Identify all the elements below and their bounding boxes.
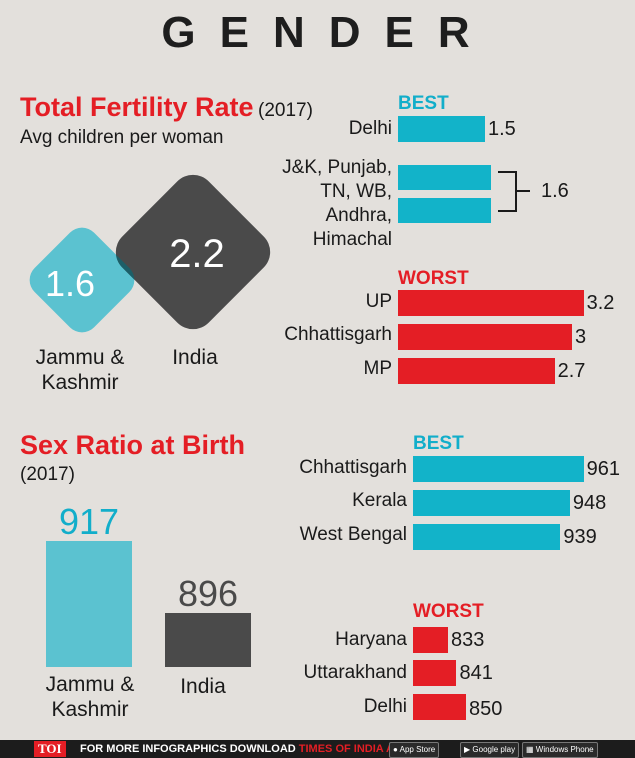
tfr-label-group-3: Andhra, — [325, 205, 392, 226]
tfr-value-group: 1.6 — [541, 180, 569, 202]
tfr-bar-up — [398, 290, 584, 316]
tfr-label-up: UP — [365, 291, 392, 312]
srb-value-delhi: 850 — [469, 698, 503, 720]
srb-label-haryana: Haryana — [335, 629, 407, 650]
tfr-value-mp: 2.7 — [557, 360, 586, 382]
google-play-badge[interactable]: ▶ Google play — [460, 742, 520, 758]
apple-icon: ● — [393, 745, 398, 754]
srb-bar-west-bengal — [413, 524, 561, 550]
srb-bar-kerala — [413, 490, 570, 516]
srb-worst-label: WORST — [413, 601, 484, 622]
tfr-label-chhattisgarh: Chhattisgarh — [284, 324, 392, 345]
srb-bar-haryana — [413, 627, 448, 653]
tfr-value-delhi: 1.5 — [488, 118, 516, 140]
srb-value-haryana: 833 — [450, 629, 485, 651]
srb-label-delhi: Delhi — [363, 696, 407, 717]
tfr-jk-label: Jammu & Kashmir — [20, 345, 140, 395]
srb-india-bar — [165, 612, 251, 667]
srb-year: (2017) — [20, 464, 75, 485]
tfr-bracket — [498, 171, 530, 212]
tfr-heading: Total Fertility Rate (2017) — [20, 92, 313, 123]
srb-jk-label-line1: Jammu & — [45, 673, 135, 696]
tfr-worst-label: WORST — [398, 268, 469, 289]
tfr-label-group-2: TN, WB, — [320, 181, 392, 202]
tfr-bar-delhi — [398, 116, 485, 142]
tfr-india-value: 2.2 — [169, 232, 225, 276]
tfr-label-delhi: Delhi — [348, 118, 392, 139]
srb-jk-label: Jammu & Kashmir — [30, 672, 150, 722]
srb-value-chhattisgarh: 961 — [586, 458, 621, 480]
tfr-jk-value: 1.6 — [45, 263, 95, 304]
srb-value-uttarakhand: 841 — [459, 662, 493, 684]
toi-logo[interactable]: TOI — [34, 741, 66, 757]
srb-best-label: BEST — [413, 433, 464, 454]
app-store-badge[interactable]: ● App Store — [389, 742, 440, 758]
tfr-label-mp: MP — [363, 358, 393, 379]
tfr-bar-group-b — [398, 198, 491, 223]
srb-label-kerala: Kerala — [352, 490, 407, 511]
tfr-label-group-4: Himachal — [312, 229, 392, 250]
tfr-title: Total Fertility Rate — [20, 92, 254, 122]
tfr-subtitle: Avg children per woman — [20, 127, 224, 148]
page-title: GENDER — [161, 8, 494, 57]
windows-phone-label: Windows Phone — [535, 745, 594, 754]
srb-label-chhattisgarh: Chhattisgarh — [299, 457, 407, 478]
srb-jk-bar — [46, 541, 132, 667]
srb-india-label: India — [180, 675, 226, 698]
india-diamond — [115, 174, 271, 330]
play-icon: ▶ — [464, 745, 471, 754]
footer-promo: FOR MORE INFOGRAPHICS DOWNLOAD TIMES OF … — [80, 742, 409, 756]
srb-jk-label-line2: Kashmir — [51, 698, 129, 721]
srb-value-west-bengal: 939 — [563, 526, 597, 548]
srb-bar-chhattisgarh — [413, 456, 584, 482]
windows-phone-badge[interactable]: ▦ Windows Phone — [522, 742, 598, 758]
tfr-jk-label-line2: Kashmir — [41, 371, 119, 394]
tfr-jk-label-line1: Jammu & — [35, 346, 125, 369]
srb-label-uttarakhand: Uttarakhand — [303, 662, 407, 683]
footer-bar: TOI FOR MORE INFOGRAPHICS DOWNLOAD TIMES… — [0, 740, 635, 758]
tfr-bar-group-a — [398, 165, 491, 190]
tfr-diamonds: 1.6 2.2 — [29, 174, 271, 333]
footer-app-name[interactable]: TIMES OF INDIA APP — [298, 743, 409, 755]
tfr-best-label: BEST — [398, 93, 449, 114]
app-store-label: App Store — [399, 745, 436, 754]
srb-jk-value: 917 — [58, 501, 120, 543]
tfr-label-group-1: J&K, Punjab, — [282, 157, 392, 178]
tfr-value-chhattisgarh: 3 — [575, 326, 587, 348]
tfr-india-label: India — [172, 346, 218, 369]
google-play-label: Google play — [472, 745, 516, 754]
srb-title: Sex Ratio at Birth — [20, 430, 246, 460]
footer-promo-text: FOR MORE INFOGRAPHICS DOWNLOAD — [80, 743, 296, 755]
srb-bar-uttarakhand — [413, 660, 457, 686]
tfr-year: (2017) — [258, 100, 313, 121]
jk-diamond — [29, 227, 135, 333]
srb-value-kerala: 948 — [572, 492, 607, 514]
windows-icon: ▦ — [526, 745, 534, 754]
tfr-value-up: 3.2 — [586, 292, 615, 314]
srb-india-value: 896 — [177, 572, 239, 614]
tfr-bar-mp — [398, 358, 555, 384]
srb-label-west-bengal: West Bengal — [299, 524, 407, 545]
tfr-bar-chhattisgarh — [398, 324, 572, 350]
srb-bar-delhi — [413, 694, 466, 720]
